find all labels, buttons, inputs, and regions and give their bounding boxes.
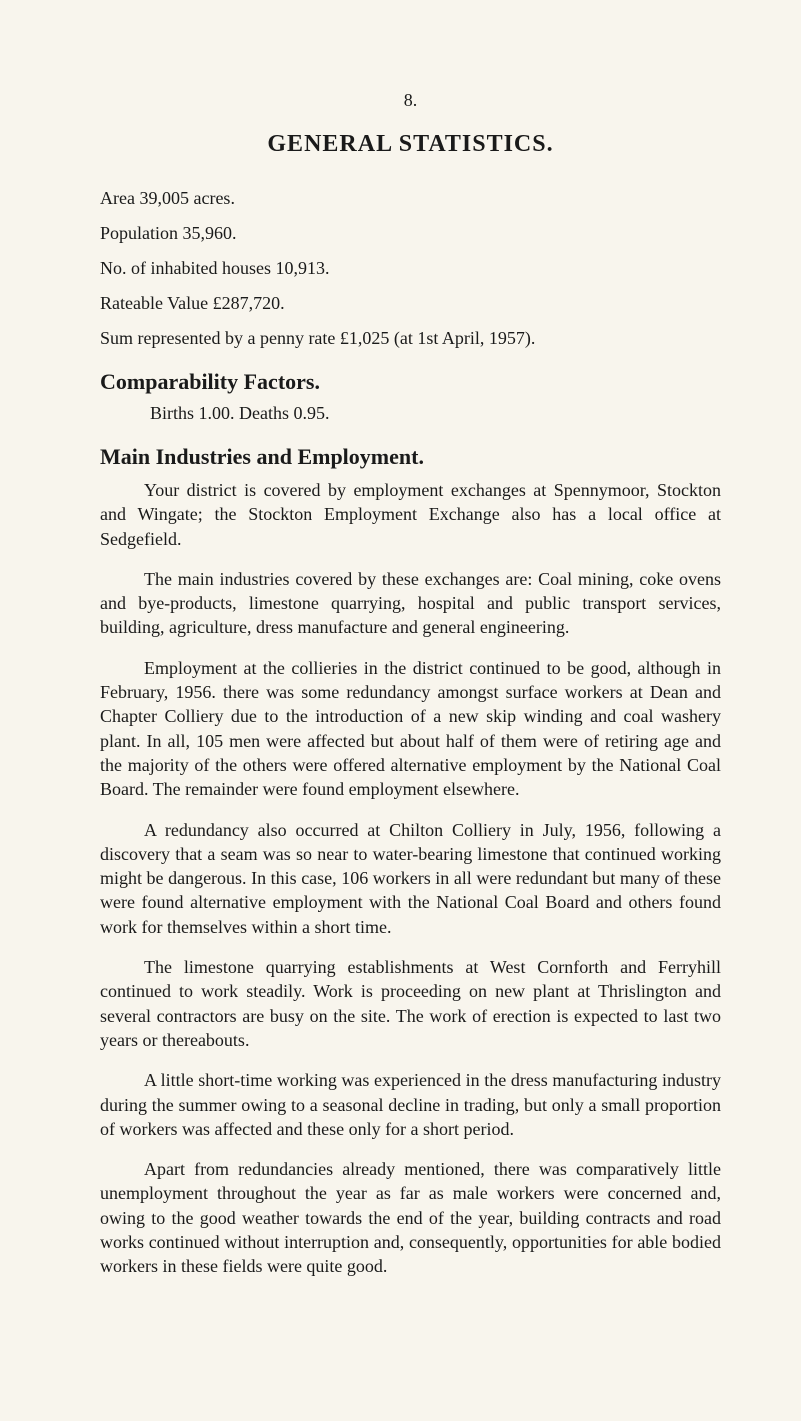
stat-penny-rate: Sum represented by a penny rate £1,025 (… (100, 328, 721, 349)
stat-rateable: Rateable Value £287,720. (100, 293, 721, 314)
paragraph-4: A redundancy also occurred at Chilton Co… (100, 818, 721, 939)
stat-area: Area 39,005 acres. (100, 188, 721, 209)
paragraph-3: Employment at the collieries in the dist… (100, 656, 721, 802)
paragraph-7: Apart from redundancies already mentione… (100, 1157, 721, 1278)
paragraph-6: A little short-time working was experien… (100, 1068, 721, 1141)
stat-houses: No. of inhabited houses 10,913. (100, 258, 721, 279)
industries-heading: Main Industries and Employment. (100, 444, 721, 470)
paragraph-2: The main industries covered by these exc… (100, 567, 721, 640)
paragraph-5: The limestone quarrying establishments a… (100, 955, 721, 1052)
comparability-heading: Comparability Factors. (100, 369, 721, 395)
stat-population: Population 35,960. (100, 223, 721, 244)
page-number: 8. (100, 90, 721, 111)
paragraph-1: Your district is covered by employment e… (100, 478, 721, 551)
main-title: GENERAL STATISTICS. (100, 131, 721, 158)
comparability-values: Births 1.00. Deaths 0.95. (150, 403, 721, 424)
